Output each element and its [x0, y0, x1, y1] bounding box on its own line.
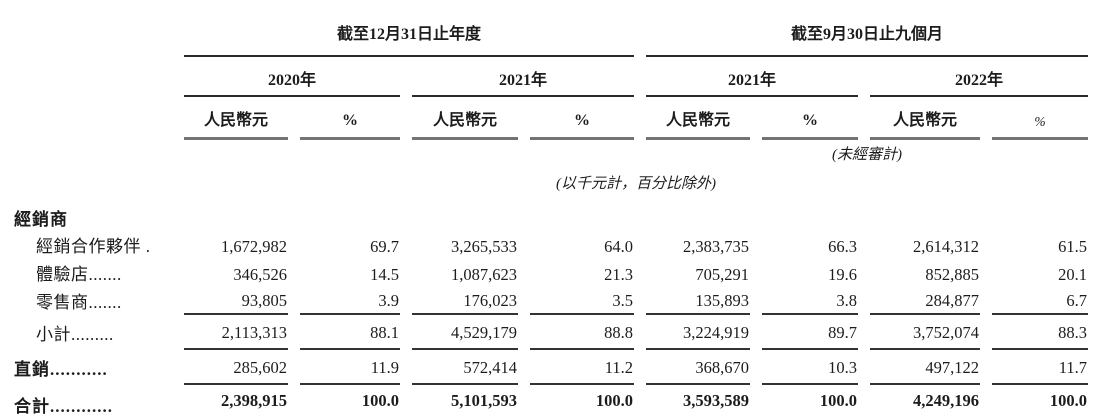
col-header-currency-2020: 人民幣元 — [184, 97, 288, 140]
row-direct-sales: 直銷........... 285,602 11.9 572,414 11.2 … — [14, 350, 1088, 385]
row-label-total: 合計............ — [14, 397, 113, 416]
cell-value: 64.0 — [604, 237, 633, 256]
row-label-experience-stores: 體驗店....... — [36, 265, 122, 284]
row-distributors-group: 經銷商 — [14, 201, 1088, 231]
cell-value: 14.5 — [370, 265, 399, 284]
cell-value: 100.0 — [530, 385, 634, 417]
cell-value: 1,087,623 — [451, 265, 517, 284]
cell-value: 368,670 — [646, 350, 750, 385]
cell-value: 4,529,179 — [412, 315, 518, 350]
year-header-2022: 2022年 — [870, 57, 1088, 97]
cell-value: 5,101,593 — [412, 385, 518, 417]
cell-value: 19.6 — [828, 265, 857, 284]
year-header-2020: 2020年 — [184, 57, 400, 97]
period-group-header-row: 截至12月31日止年度 截至9月30日止九個月 — [14, 6, 1088, 57]
cell-value: 497,122 — [870, 350, 980, 385]
row-label-retailers: 零售商....... — [36, 293, 122, 312]
column-header-row: 人民幣元 % 人民幣元 % 人民幣元 % 人民幣元 % — [14, 97, 1088, 140]
units-note-row: (以千元計，百分比除外) — [14, 166, 1088, 201]
cell-value: 93,805 — [184, 287, 288, 315]
col-header-percent-2022: % — [992, 97, 1088, 140]
row-label-distribution-partners: 經銷合作夥伴 . — [36, 237, 151, 256]
cell-value: 3,265,533 — [451, 237, 517, 256]
cell-value: 135,893 — [646, 287, 750, 315]
row-distribution-partners: 經銷合作夥伴 . 1,672,982 69.7 3,265,533 64.0 2… — [14, 231, 1088, 259]
group-header-annual: 截至12月31日止年度 — [184, 6, 634, 57]
cell-value: 346,526 — [233, 265, 287, 284]
cell-value: 4,249,196 — [870, 385, 980, 417]
cell-value: 11.9 — [300, 350, 400, 385]
cell-value: 2,614,312 — [913, 237, 979, 256]
cell-value: 88.3 — [992, 315, 1088, 350]
cell-value: 3.5 — [530, 287, 634, 315]
col-header-percent-2021-interim: % — [762, 97, 858, 140]
cell-value: 100.0 — [992, 385, 1088, 417]
cell-value: 89.7 — [762, 315, 858, 350]
col-header-percent-2021: % — [530, 97, 634, 140]
year-header-2021: 2021年 — [412, 57, 634, 97]
cell-value: 705,291 — [695, 265, 749, 284]
cell-value: 1,672,982 — [221, 237, 287, 256]
revenue-by-channel-table: 截至12月31日止年度 截至9月30日止九個月 2020年 2021年 2021… — [2, 6, 1100, 417]
cell-value: 2,113,313 — [184, 315, 288, 350]
cell-value: 284,877 — [870, 287, 980, 315]
cell-value: 3,224,919 — [646, 315, 750, 350]
cell-value: 100.0 — [762, 385, 858, 417]
cell-value: 61.5 — [1058, 237, 1087, 256]
cell-value: 88.8 — [530, 315, 634, 350]
cell-value: 6.7 — [992, 287, 1088, 315]
unaudited-note: (未經審計) — [832, 147, 902, 163]
row-label-subtotal: 小計......... — [36, 325, 114, 344]
col-header-currency-2022: 人民幣元 — [870, 97, 980, 140]
cell-value: 2,383,735 — [683, 237, 749, 256]
cell-value: 852,885 — [925, 265, 979, 284]
cell-value: 3,593,589 — [646, 385, 750, 417]
cell-value: 3,752,074 — [870, 315, 980, 350]
cell-value: 10.3 — [762, 350, 858, 385]
row-subtotal: 小計......... 2,113,313 88.1 4,529,179 88.… — [14, 315, 1088, 350]
cell-value: 3.9 — [300, 287, 400, 315]
cell-value: 11.2 — [530, 350, 634, 385]
row-total: 合計............ 2,398,915 100.0 5,101,593… — [14, 385, 1088, 417]
cell-value: 66.3 — [828, 237, 857, 256]
unaudited-note-row: (未經審計) — [14, 140, 1088, 166]
year-header-row: 2020年 2021年 2021年 2022年 — [14, 57, 1088, 97]
cell-value: 3.8 — [762, 287, 858, 315]
col-header-currency-2021-interim: 人民幣元 — [646, 97, 750, 140]
cell-value: 2,398,915 — [184, 385, 288, 417]
row-label-distributors: 經銷商 — [14, 210, 68, 229]
group-header-interim: 截至9月30日止九個月 — [646, 6, 1088, 57]
cell-value: 21.3 — [604, 265, 633, 284]
cell-value: 176,023 — [412, 287, 518, 315]
year-header-2021-interim: 2021年 — [646, 57, 858, 97]
cell-value: 88.1 — [300, 315, 400, 350]
cell-value: 20.1 — [1058, 265, 1087, 284]
cell-value: 69.7 — [370, 237, 399, 256]
cell-value: 285,602 — [184, 350, 288, 385]
row-experience-stores: 體驗店....... 346,526 14.5 1,087,623 21.3 7… — [14, 259, 1088, 287]
col-header-currency-2021: 人民幣元 — [412, 97, 518, 140]
cell-value: 100.0 — [300, 385, 400, 417]
cell-value: 572,414 — [412, 350, 518, 385]
col-header-percent-2020: % — [300, 97, 400, 140]
row-retailers: 零售商....... 93,805 3.9 176,023 3.5 135,89… — [14, 287, 1088, 315]
cell-value: 11.7 — [992, 350, 1088, 385]
units-note: (以千元計，百分比除外) — [556, 176, 716, 192]
row-label-direct-sales: 直銷........... — [14, 360, 108, 379]
